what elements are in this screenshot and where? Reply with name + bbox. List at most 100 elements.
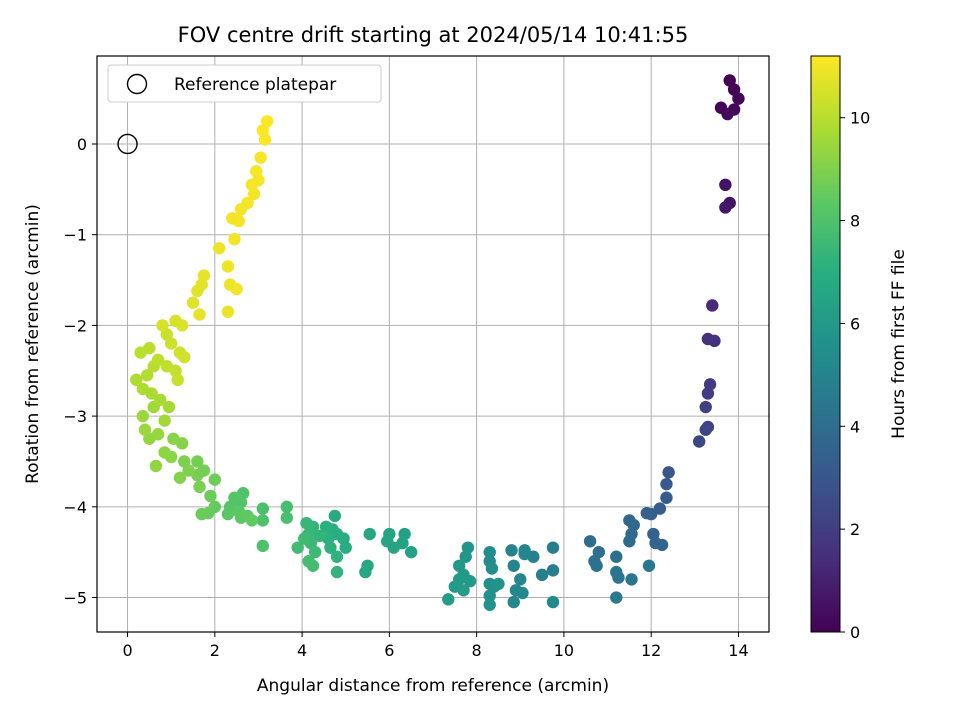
data-point <box>483 589 496 602</box>
data-point <box>164 337 178 350</box>
data-point <box>699 400 712 414</box>
x-tick-label: 14 <box>728 641 748 660</box>
data-point <box>583 535 597 548</box>
data-point <box>546 595 560 609</box>
data-point <box>193 480 206 494</box>
x-tick-label: 0 <box>122 641 132 660</box>
data-point <box>138 423 152 436</box>
colorbar-tick-label: 2 <box>850 520 860 539</box>
data-point <box>660 477 673 491</box>
data-point <box>732 92 745 105</box>
data-point <box>492 577 505 591</box>
data-point <box>221 305 235 318</box>
y-tick-label: −3 <box>63 407 87 426</box>
data-point <box>191 455 204 468</box>
colorbar-tick-label: 6 <box>850 314 860 333</box>
data-point <box>463 575 477 588</box>
reference-marker <box>117 133 138 155</box>
colorbar: 0 2 4 6 8 10 Hours from first FF file <box>810 55 909 642</box>
x-tick-label: 4 <box>297 641 307 660</box>
data-point <box>228 233 241 246</box>
y-tick-label: 0 <box>77 135 87 154</box>
data-point <box>719 178 732 192</box>
data-point <box>640 506 654 520</box>
data-point <box>380 535 394 548</box>
data-point <box>359 565 372 579</box>
data-point <box>171 373 184 387</box>
data-point <box>234 203 248 216</box>
data-point <box>514 573 527 586</box>
data-point <box>612 571 625 584</box>
x-tick-label: 2 <box>210 641 220 660</box>
data-point <box>151 353 165 367</box>
data-point <box>130 373 143 387</box>
data-point <box>149 459 163 473</box>
x-axis-ticks: 0 2 4 6 8 10 12 14 <box>122 632 749 660</box>
data-point <box>175 319 189 332</box>
data-point <box>178 350 191 364</box>
data-point <box>330 550 344 563</box>
data-point <box>221 507 235 521</box>
data-point <box>186 296 200 309</box>
data-point <box>256 502 270 515</box>
colorbar-bar <box>810 55 841 633</box>
x-tick-label: 6 <box>384 641 394 660</box>
data-point <box>230 282 243 296</box>
data-point <box>610 591 623 604</box>
legend-entry: Reference platepar <box>174 75 336 95</box>
data-point <box>254 151 267 164</box>
chart-title: FOV centre drift starting at 2024/05/14 … <box>178 23 689 47</box>
data-point <box>328 509 342 523</box>
data-point <box>291 541 304 554</box>
data-point <box>197 269 211 282</box>
data-point <box>136 382 150 396</box>
data-point <box>708 334 721 348</box>
data-point <box>306 559 320 572</box>
data-point <box>313 529 326 543</box>
y-axis-ticks: 0 −1 −2 −3 −4 −5 <box>63 135 97 608</box>
reference-platepar-marker <box>117 133 138 155</box>
data-point <box>483 545 496 559</box>
data-point <box>245 514 259 527</box>
data-point <box>719 201 732 214</box>
data-point <box>158 446 171 459</box>
x-tick-label: 10 <box>554 641 574 660</box>
y-tick-label: −1 <box>63 226 87 245</box>
data-point <box>505 544 518 557</box>
data-point <box>699 423 712 436</box>
data-point <box>339 541 352 554</box>
data-point <box>151 428 165 441</box>
colorbar-tick-label: 10 <box>850 109 870 128</box>
data-point <box>193 308 206 321</box>
colorbar-tick-label: 0 <box>850 623 860 642</box>
data-points <box>130 74 745 611</box>
legend-box <box>107 64 382 103</box>
data-point <box>363 527 376 541</box>
data-point <box>535 568 549 582</box>
data-point <box>212 242 226 255</box>
x-tick-label: 12 <box>641 641 661 660</box>
data-point <box>280 511 294 524</box>
data-point <box>404 545 418 559</box>
data-point <box>195 507 208 521</box>
data-point <box>319 520 333 533</box>
data-point <box>298 532 311 545</box>
data-point <box>642 559 656 572</box>
data-point <box>442 593 455 606</box>
data-point <box>158 414 171 427</box>
data-point <box>162 400 176 414</box>
colorbar-label: Hours from first FF file <box>889 249 909 439</box>
data-point <box>623 535 636 548</box>
data-point <box>610 550 623 563</box>
data-point <box>459 550 472 563</box>
y-tick-label: −2 <box>63 316 87 335</box>
data-point <box>516 586 529 600</box>
y-tick-label: −5 <box>63 589 87 608</box>
data-point <box>330 565 344 579</box>
data-point <box>590 559 603 572</box>
data-point <box>546 541 560 554</box>
data-point <box>546 564 560 577</box>
data-point <box>300 516 313 530</box>
y-axis-label: Rotation from reference (arcmin) <box>23 204 43 484</box>
